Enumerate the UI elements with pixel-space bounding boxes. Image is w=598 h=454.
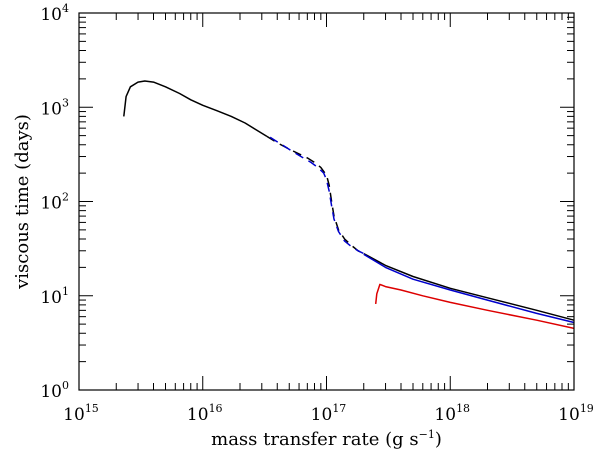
x-tick-label: 1018 bbox=[434, 402, 470, 425]
series-line-3 bbox=[269, 136, 365, 255]
x-axis-title: mass transfer rate (g s−1) bbox=[211, 428, 442, 450]
tick-label-base: 10 bbox=[311, 405, 333, 425]
tick-label-exponent: 1 bbox=[62, 285, 69, 298]
plot-frame bbox=[78, 12, 575, 391]
y-tick-label: 100 bbox=[40, 379, 69, 402]
series-line-2 bbox=[266, 135, 365, 255]
tick-label-base: 10 bbox=[558, 405, 580, 425]
tick-label-exponent: 2 bbox=[62, 191, 69, 204]
tick-label-exponent: 18 bbox=[456, 402, 470, 415]
tick-label-base: 10 bbox=[40, 5, 62, 25]
series-line-4 bbox=[363, 252, 575, 321]
tick-label-exponent: 4 bbox=[62, 2, 69, 15]
x-tick-labels: 1015 1016 1017 1018 1019 bbox=[63, 402, 594, 425]
x-axis-title-text: mass transfer rate (g s bbox=[211, 429, 418, 450]
tick-label-exponent: 3 bbox=[62, 96, 69, 109]
series-line-5 bbox=[363, 253, 575, 324]
axis-ticks bbox=[78, 12, 575, 391]
series-line-6 bbox=[374, 283, 575, 330]
x-tick-label: 1017 bbox=[311, 402, 347, 425]
x-axis-title-close: ) bbox=[435, 429, 442, 450]
tick-label-base: 10 bbox=[40, 288, 62, 308]
tick-label-base: 10 bbox=[63, 405, 85, 425]
tick-label-exponent: 0 bbox=[62, 379, 69, 392]
y-tick-label: 101 bbox=[40, 285, 69, 308]
y-tick-label: 103 bbox=[40, 96, 69, 119]
x-tick-label: 1019 bbox=[558, 402, 594, 425]
tick-label-exponent: 16 bbox=[209, 402, 223, 415]
tick-label-exponent: 17 bbox=[332, 402, 346, 415]
y-tick-label: 102 bbox=[40, 191, 69, 214]
x-tick-label: 1015 bbox=[63, 402, 99, 425]
x-tick-label: 1016 bbox=[187, 402, 223, 425]
tick-label-exponent: 15 bbox=[85, 402, 99, 415]
tick-label-base: 10 bbox=[187, 405, 209, 425]
series-layer bbox=[123, 80, 575, 330]
tick-label-base: 10 bbox=[40, 99, 62, 119]
tick-label-exponent: 19 bbox=[580, 402, 594, 415]
x-axis-title-exp: −1 bbox=[419, 428, 435, 441]
tick-label-base: 10 bbox=[434, 405, 456, 425]
series-line-1 bbox=[123, 80, 268, 138]
tick-label-base: 10 bbox=[40, 194, 62, 214]
tick-label-base: 10 bbox=[40, 382, 62, 402]
y-tick-label: 104 bbox=[40, 2, 69, 25]
y-axis-title: viscous time (days) bbox=[12, 114, 33, 290]
